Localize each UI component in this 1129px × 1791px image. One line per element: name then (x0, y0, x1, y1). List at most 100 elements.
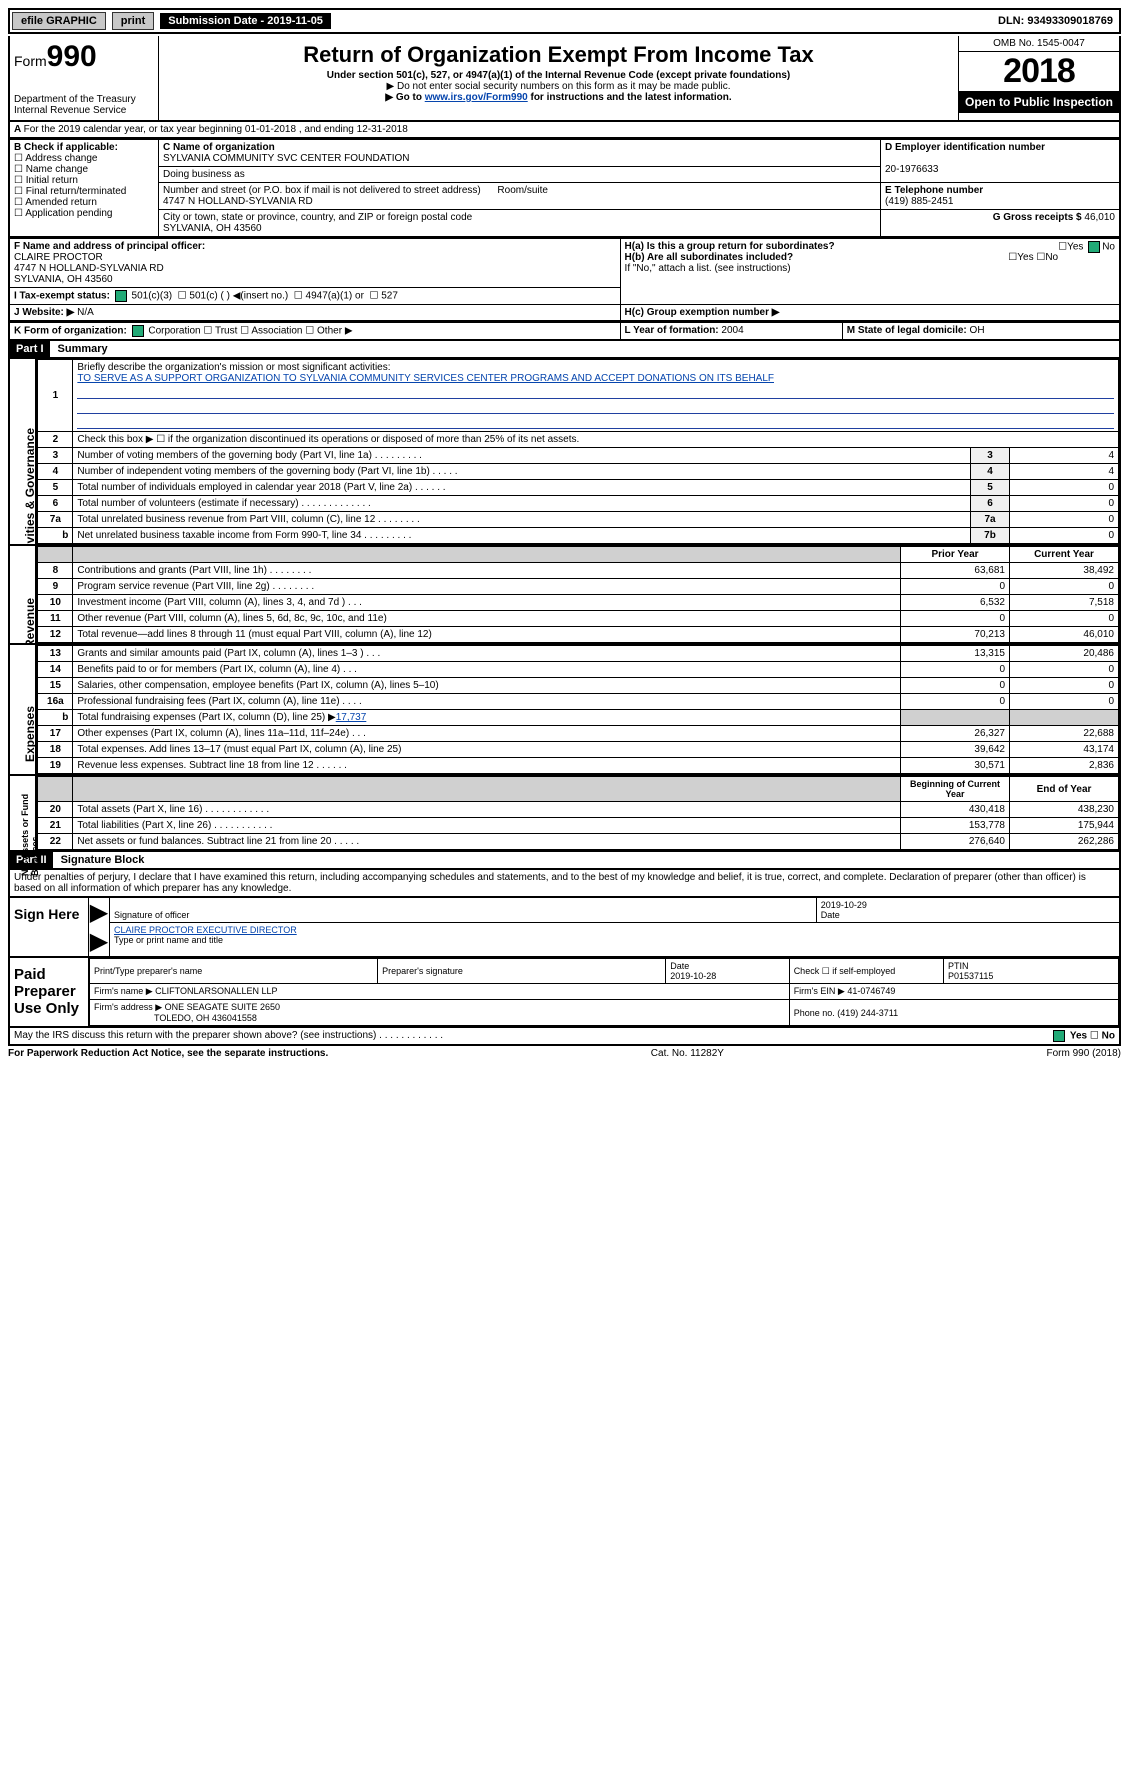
officer-print-name: CLAIRE PROCTOR EXECUTIVE DIRECTOR (114, 925, 297, 935)
c22: 262,286 (1010, 834, 1119, 850)
line13: Grants and similar amounts paid (Part IX… (73, 646, 901, 662)
p21: 153,778 (901, 818, 1010, 834)
print-button[interactable]: print (112, 12, 154, 30)
line2: Check this box ▶ ☐ if the organization d… (73, 432, 1119, 448)
self-employed-check[interactable]: Check ☐ if self-employed (789, 959, 943, 984)
corp-check[interactable] (132, 325, 144, 337)
footer: For Paperwork Reduction Act Notice, see … (8, 1046, 1121, 1061)
line5: Total number of individuals employed in … (73, 480, 971, 496)
line11: Other revenue (Part VIII, column (A), li… (73, 611, 901, 627)
box-g-label: G Gross receipts $ (993, 212, 1082, 223)
check-final[interactable]: Final return/terminated (26, 186, 127, 197)
line9: Program service revenue (Part VIII, line… (73, 579, 901, 595)
officer-name: CLAIRE PROCTOR (14, 252, 103, 263)
klm-table: K Form of organization: Corporation ☐ Tr… (8, 322, 1121, 341)
form-title: Return of Organization Exempt From Incom… (163, 42, 954, 68)
val5: 0 (1010, 480, 1119, 496)
val4: 4 (1010, 464, 1119, 480)
sign-here-label: Sign Here (10, 898, 89, 956)
p8: 63,681 (901, 563, 1010, 579)
form-ref: Form 990 (2018) (1047, 1048, 1121, 1059)
check-name[interactable]: Name change (26, 164, 88, 175)
line21: Total liabilities (Part X, line 26) . . … (73, 818, 901, 834)
val3: 4 (1010, 448, 1119, 464)
c15: 0 (1010, 678, 1119, 694)
paid-preparer-block: Paid Preparer Use Only Print/Type prepar… (8, 958, 1121, 1028)
current-year-header: Current Year (1010, 547, 1119, 563)
perjury-text: Under penalties of perjury, I declare th… (8, 870, 1121, 898)
ha-no-check[interactable] (1088, 241, 1100, 253)
box-j-label: J Website: ▶ (14, 307, 74, 318)
sig-date: 2019-10-29 (821, 900, 867, 910)
line7a: Total unrelated business revenue from Pa… (73, 512, 971, 528)
discuss-row: May the IRS discuss this return with the… (8, 1028, 1121, 1046)
firm-addr1: ONE SEAGATE SUITE 2650 (165, 1002, 280, 1012)
end-year-header: End of Year (1010, 777, 1119, 802)
firm-name: CLIFTONLARSONALLEN LLP (155, 986, 277, 996)
501c3-check[interactable] (115, 290, 127, 302)
check-amended[interactable]: Amended return (25, 197, 97, 208)
h-a: H(a) Is this a group return for subordin… (625, 241, 835, 252)
val6: 0 (1010, 496, 1119, 512)
prep-sig-header: Preparer's signature (378, 959, 666, 984)
box-f-label: F Name and address of principal officer: (14, 241, 205, 252)
p22: 276,640 (901, 834, 1010, 850)
h-c: H(c) Group exemption number ▶ (625, 307, 780, 318)
form-number: Form990 (14, 40, 154, 74)
val7b: 0 (1010, 528, 1119, 544)
part2-title: Signature Block (53, 852, 153, 868)
top-bar: efile GRAPHIC print Submission Date - 20… (8, 8, 1121, 34)
discuss-yes-check[interactable] (1053, 1030, 1065, 1042)
p9: 0 (901, 579, 1010, 595)
officer-addr2: SYLVANIA, OH 43560 (14, 274, 113, 285)
netassets-label: Net Assets or Fund Balances (20, 776, 40, 876)
governance-section: Activities & Governance 1 Briefly descri… (8, 359, 1121, 546)
tax-year: 2018 (959, 52, 1119, 91)
netassets-section: Net Assets or Fund Balances Beginning of… (8, 776, 1121, 852)
box-d-label: D Employer identification number (885, 142, 1045, 153)
c16a: 0 (1010, 694, 1119, 710)
c11: 0 (1010, 611, 1119, 627)
c20: 438,230 (1010, 802, 1119, 818)
dba-label: Doing business as (163, 169, 245, 180)
check-initial[interactable]: Initial return (26, 175, 78, 186)
check-address[interactable]: Address change (25, 153, 97, 164)
box-i-label: I Tax-exempt status: (14, 291, 110, 302)
efile-button[interactable]: efile GRAPHIC (12, 12, 106, 30)
line12: Total revenue—add lines 8 through 11 (mu… (73, 627, 901, 643)
line15: Salaries, other compensation, employee b… (73, 678, 901, 694)
website: N/A (77, 307, 94, 318)
form-header: Form990 Department of the Treasury Inter… (8, 36, 1121, 122)
line8: Contributions and grants (Part VIII, lin… (73, 563, 901, 579)
tax-period: A For the 2019 calendar year, or tax yea… (8, 122, 1121, 139)
c8: 38,492 (1010, 563, 1119, 579)
part1-bar: Part I Summary (8, 341, 1121, 359)
c21: 175,944 (1010, 818, 1119, 834)
firm-phone: (419) 244-3711 (837, 1008, 898, 1018)
begin-year-header: Beginning of Current Year (901, 777, 1010, 802)
p16a: 0 (901, 694, 1010, 710)
expenses-label: Expenses (23, 682, 37, 762)
addr-label: Number and street (or P.O. box if mail i… (163, 185, 481, 196)
p18: 39,642 (901, 742, 1010, 758)
c12: 46,010 (1010, 627, 1119, 643)
irs-link[interactable]: www.irs.gov/Form990 (425, 92, 528, 103)
line17: Other expenses (Part IX, column (A), lin… (73, 726, 901, 742)
line1-label: Briefly describe the organization's miss… (77, 362, 390, 373)
open-public-badge: Open to Public Inspection (959, 91, 1119, 113)
city-state-zip: SYLVANIA, OH 43560 (163, 223, 262, 234)
revenue-section: Revenue Prior YearCurrent Year 8Contribu… (8, 546, 1121, 645)
p19: 30,571 (901, 758, 1010, 774)
ptin: P01537115 (948, 971, 993, 981)
officer-group-table: F Name and address of principal officer:… (8, 238, 1121, 322)
check-pending[interactable]: Application pending (25, 208, 112, 219)
h-note: If "No," attach a list. (see instruction… (625, 263, 791, 274)
p12: 70,213 (901, 627, 1010, 643)
line22: Net assets or fund balances. Subtract li… (73, 834, 901, 850)
p13: 13,315 (901, 646, 1010, 662)
c19: 2,836 (1010, 758, 1119, 774)
subtitle-2: ▶ Do not enter social security numbers o… (163, 81, 954, 92)
domicile-state: OH (970, 325, 985, 336)
city-label: City or town, state or province, country… (163, 212, 472, 223)
p17: 26,327 (901, 726, 1010, 742)
